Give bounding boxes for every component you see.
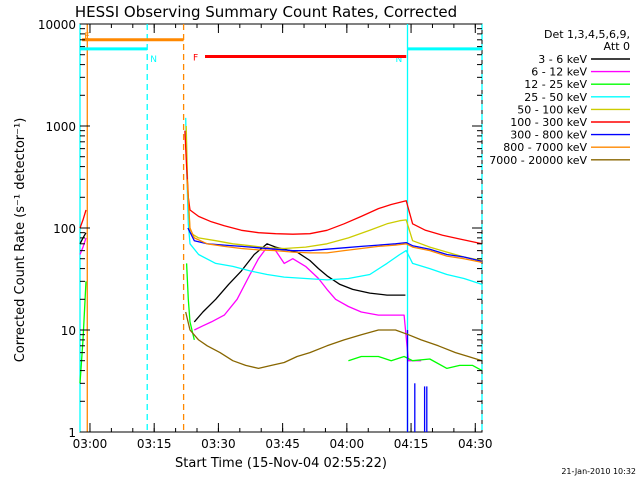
legend-label: 12 - 25 keV	[524, 78, 587, 91]
series-line	[185, 117, 483, 286]
series-line	[185, 311, 483, 370]
legend-label: 50 - 100 keV	[517, 103, 587, 116]
series-line	[79, 209, 87, 229]
x-axis-label: Start Time (15-Nov-04 02:55:22)	[175, 456, 387, 471]
y-tick-label: 10000	[38, 18, 76, 32]
series-7000-20000kev	[185, 311, 483, 370]
flag-label: N	[396, 55, 403, 65]
x-tick-label: 03:15	[137, 437, 172, 451]
legend-label: 100 - 300 keV	[510, 116, 587, 129]
chart-title: HESSI Observing Summary Count Rates, Cor…	[75, 3, 457, 21]
y-tick-label: 1	[68, 426, 76, 440]
series-line	[187, 227, 483, 263]
legend-label: 3 - 6 keV	[538, 53, 587, 66]
series-line	[184, 130, 483, 245]
legend-label: 25 - 50 keV	[524, 91, 587, 104]
legend-header-line-2: Att 0	[604, 40, 630, 53]
flags-layer: E N N F	[80, 32, 482, 65]
y-tick-label: 10	[61, 324, 76, 338]
series-50-100kev	[185, 125, 483, 262]
legend-label: 7000 - 20000 keV	[489, 154, 587, 167]
x-tick-label: 04:30	[458, 437, 493, 451]
series-line	[194, 246, 422, 362]
flag-label: N	[150, 55, 157, 65]
x-tick-label: 03:45	[265, 437, 300, 451]
y-tick-label: 1000	[45, 120, 76, 134]
x-tick-label: 03:00	[73, 437, 108, 451]
y-tick-label: 100	[53, 222, 76, 236]
x-tick-label: 04:00	[330, 437, 365, 451]
series-line	[79, 237, 87, 255]
legend-label: 6 - 12 keV	[531, 66, 587, 79]
plot-area: E N N F 03:00 03:15 03:30 03:45 04:00 04:15 04:30…	[38, 18, 493, 451]
series-25-50kev	[185, 117, 483, 286]
footer-timestamp: 21-Jan-2010 10:32	[561, 467, 636, 476]
x-tick-label: 04:15	[394, 437, 429, 451]
series-300-800kev	[187, 227, 483, 432]
series-line	[185, 125, 483, 262]
series-line	[348, 355, 483, 372]
legend-label: 800 - 7000 keV	[503, 141, 587, 154]
series-6-12kev	[79, 237, 422, 362]
series-layer	[79, 117, 483, 432]
y-axis-label: Corrected Count Rate (s⁻¹ detector⁻¹)	[13, 118, 28, 363]
series-line	[186, 179, 483, 264]
flag-label: E	[84, 32, 90, 42]
series-line	[193, 243, 406, 323]
legend-header-line-1: Det 1,3,4,5,6,9,	[544, 28, 630, 41]
x-tick-label: 03:30	[201, 437, 236, 451]
series-100-300kev	[79, 130, 483, 245]
series-12-25kev	[79, 263, 483, 384]
series-line	[185, 263, 195, 341]
flag-label: F	[193, 54, 198, 64]
axis-ticks: 03:00 03:15 03:30 03:45 04:00 04:15 04:30 1 10 10…	[38, 18, 493, 451]
series-line	[79, 281, 87, 384]
legend-label: 300 - 800 keV	[510, 129, 587, 142]
series-800-7000kev	[186, 179, 483, 264]
